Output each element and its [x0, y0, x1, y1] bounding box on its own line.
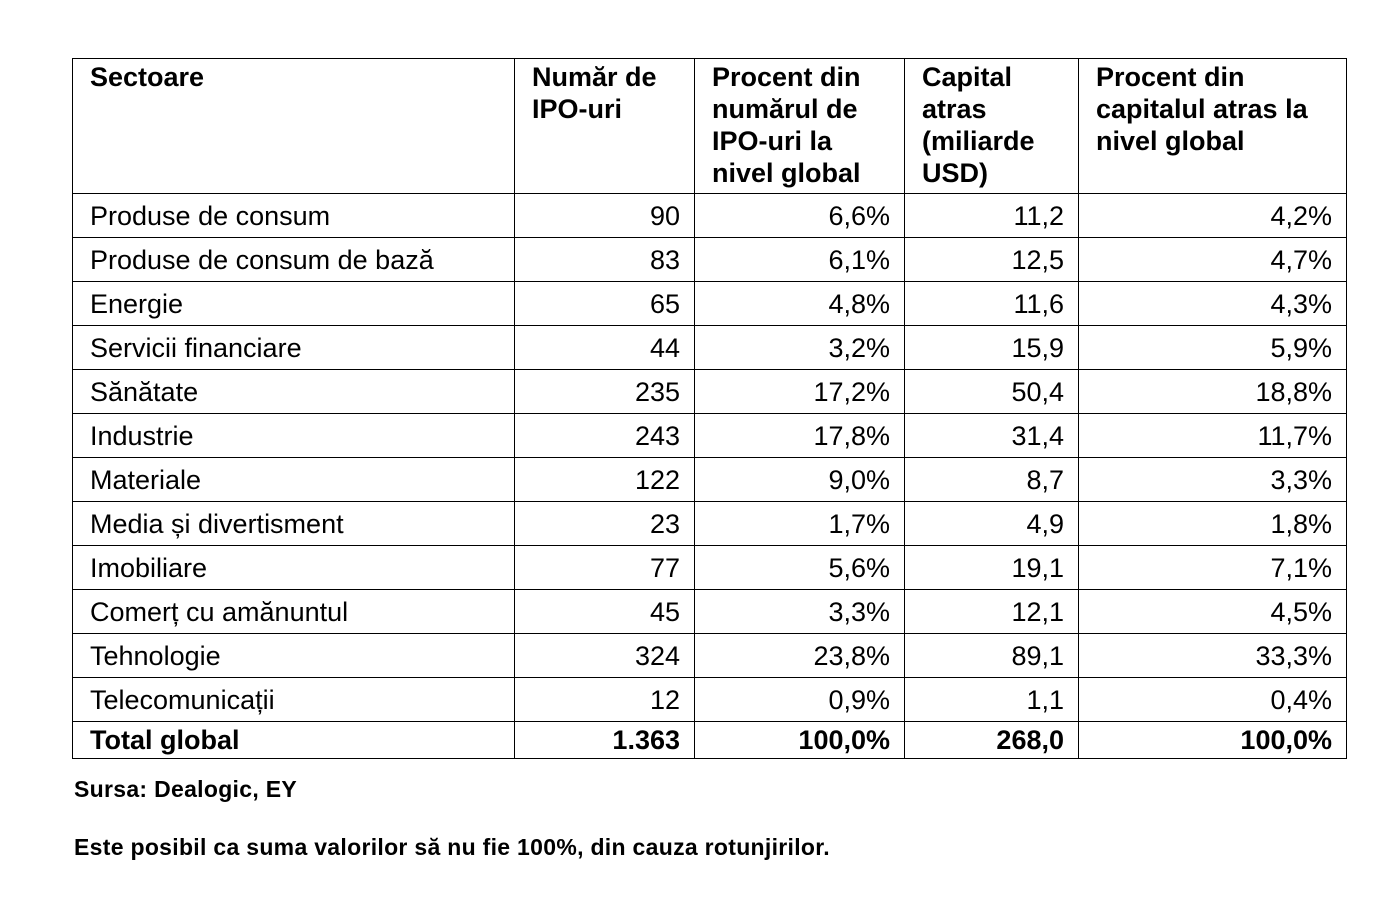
- ipo-share-cell: 6,6%: [694, 193, 905, 238]
- ipo-share-cell: 3,3%: [694, 589, 905, 634]
- capital-share-cell: 33,3%: [1078, 633, 1347, 678]
- sector-cell: Tehnologie: [72, 633, 515, 678]
- sector-cell: Industrie: [72, 413, 515, 458]
- disclaimer-note: Este posibil ca suma valorilor să nu fie…: [74, 834, 830, 860]
- header-capital-share: Procent din capitalul atras la nivel glo…: [1078, 58, 1347, 194]
- sector-cell: Servicii financiare: [72, 325, 515, 370]
- ipo-share-cell: 23,8%: [694, 633, 905, 678]
- capital-cell: 11,6: [904, 281, 1079, 326]
- capital-cell: 8,7: [904, 457, 1079, 502]
- table-header-row: Sectoare Număr de IPO-uri Procent din nu…: [72, 58, 1347, 194]
- table-body: Produse de consum 90 6,6% 11,2 4,2% Produse d…: [72, 193, 1347, 759]
- ipo-share-cell: 4,8%: [694, 281, 905, 326]
- ipo-share-cell: 9,0%: [694, 457, 905, 502]
- ipo-share-cell: 0,9%: [694, 677, 905, 722]
- capital-share-cell: 5,9%: [1078, 325, 1347, 370]
- table-row: Produse de consum de bază 83 6,1% 12,5 4,7%: [72, 237, 1347, 282]
- capital-share-cell: 0,4%: [1078, 677, 1347, 722]
- capital-share-cell: 100,0%: [1078, 721, 1347, 759]
- capital-share-cell: 7,1%: [1078, 545, 1347, 590]
- capital-cell: 12,1: [904, 589, 1079, 634]
- ipo-share-cell: 6,1%: [694, 237, 905, 282]
- sector-cell: Imobiliare: [72, 545, 515, 590]
- capital-cell: 15,9: [904, 325, 1079, 370]
- ipo-share-cell: 5,6%: [694, 545, 905, 590]
- table-row: Comerț cu amănuntul 45 3,3% 12,1 4,5%: [72, 589, 1347, 634]
- table-row: Sănătate 235 17,2% 50,4 18,8%: [72, 369, 1347, 414]
- capital-share-cell: 4,7%: [1078, 237, 1347, 282]
- ipo-count-cell: 243: [514, 413, 695, 458]
- capital-share-cell: 4,5%: [1078, 589, 1347, 634]
- ipo-share-cell: 100,0%: [694, 721, 905, 759]
- table-row: Produse de consum 90 6,6% 11,2 4,2%: [72, 193, 1347, 238]
- ipo-count-cell: 44: [514, 325, 695, 370]
- capital-cell: 4,9: [904, 501, 1079, 546]
- table-row: Tehnologie 324 23,8% 89,1 33,3%: [72, 633, 1347, 678]
- capital-share-cell: 3,3%: [1078, 457, 1347, 502]
- table-row: Energie 65 4,8% 11,6 4,3%: [72, 281, 1347, 326]
- ipo-count-cell: 324: [514, 633, 695, 678]
- sector-cell: Produse de consum: [72, 193, 515, 238]
- table-row: Telecomunicații 12 0,9% 1,1 0,4%: [72, 677, 1347, 722]
- ipo-share-cell: 1,7%: [694, 501, 905, 546]
- sector-cell: Total global: [72, 721, 515, 759]
- table-row: Industrie 243 17,8% 31,4 11,7%: [72, 413, 1347, 458]
- sector-cell: Energie: [72, 281, 515, 326]
- capital-cell: 1,1: [904, 677, 1079, 722]
- ipo-count-cell: 65: [514, 281, 695, 326]
- capital-cell: 89,1: [904, 633, 1079, 678]
- capital-share-cell: 4,3%: [1078, 281, 1347, 326]
- sector-cell: Materiale: [72, 457, 515, 502]
- source-note: Sursa: Dealogic, EY: [74, 776, 297, 802]
- table-row: Materiale 122 9,0% 8,7 3,3%: [72, 457, 1347, 502]
- capital-share-cell: 11,7%: [1078, 413, 1347, 458]
- capital-cell: 31,4: [904, 413, 1079, 458]
- sector-cell: Sănătate: [72, 369, 515, 414]
- ipo-sector-table: Sectoare Număr de IPO-uri Procent din nu…: [72, 58, 1347, 759]
- sector-cell: Telecomunicații: [72, 677, 515, 722]
- ipo-share-cell: 3,2%: [694, 325, 905, 370]
- capital-cell: 19,1: [904, 545, 1079, 590]
- capital-share-cell: 4,2%: [1078, 193, 1347, 238]
- capital-cell: 268,0: [904, 721, 1079, 759]
- header-ipo-count-share: Procent din numărul de IPO-uri la nivel …: [694, 58, 905, 194]
- ipo-count-cell: 83: [514, 237, 695, 282]
- sector-cell: Comerț cu amănuntul: [72, 589, 515, 634]
- ipo-count-cell: 23: [514, 501, 695, 546]
- table-row: Imobiliare 77 5,6% 19,1 7,1%: [72, 545, 1347, 590]
- ipo-share-cell: 17,8%: [694, 413, 905, 458]
- table-row: Servicii financiare 44 3,2% 15,9 5,9%: [72, 325, 1347, 370]
- table-total-row: Total global 1.363 100,0% 268,0 100,0%: [72, 721, 1347, 759]
- capital-share-cell: 1,8%: [1078, 501, 1347, 546]
- capital-cell: 12,5: [904, 237, 1079, 282]
- table-row: Media și divertisment 23 1,7% 4,9 1,8%: [72, 501, 1347, 546]
- capital-cell: 50,4: [904, 369, 1079, 414]
- capital-share-cell: 18,8%: [1078, 369, 1347, 414]
- header-ipo-count: Număr de IPO-uri: [514, 58, 695, 194]
- ipo-count-cell: 12: [514, 677, 695, 722]
- header-capital-raised: Capital atras (miliarde USD): [904, 58, 1079, 194]
- ipo-count-cell: 235: [514, 369, 695, 414]
- ipo-share-cell: 17,2%: [694, 369, 905, 414]
- ipo-count-cell: 122: [514, 457, 695, 502]
- sector-cell: Media și divertisment: [72, 501, 515, 546]
- ipo-count-cell: 90: [514, 193, 695, 238]
- ipo-count-cell: 77: [514, 545, 695, 590]
- header-sectors: Sectoare: [72, 58, 515, 194]
- sector-cell: Produse de consum de bază: [72, 237, 515, 282]
- ipo-count-cell: 1.363: [514, 721, 695, 759]
- capital-cell: 11,2: [904, 193, 1079, 238]
- ipo-count-cell: 45: [514, 589, 695, 634]
